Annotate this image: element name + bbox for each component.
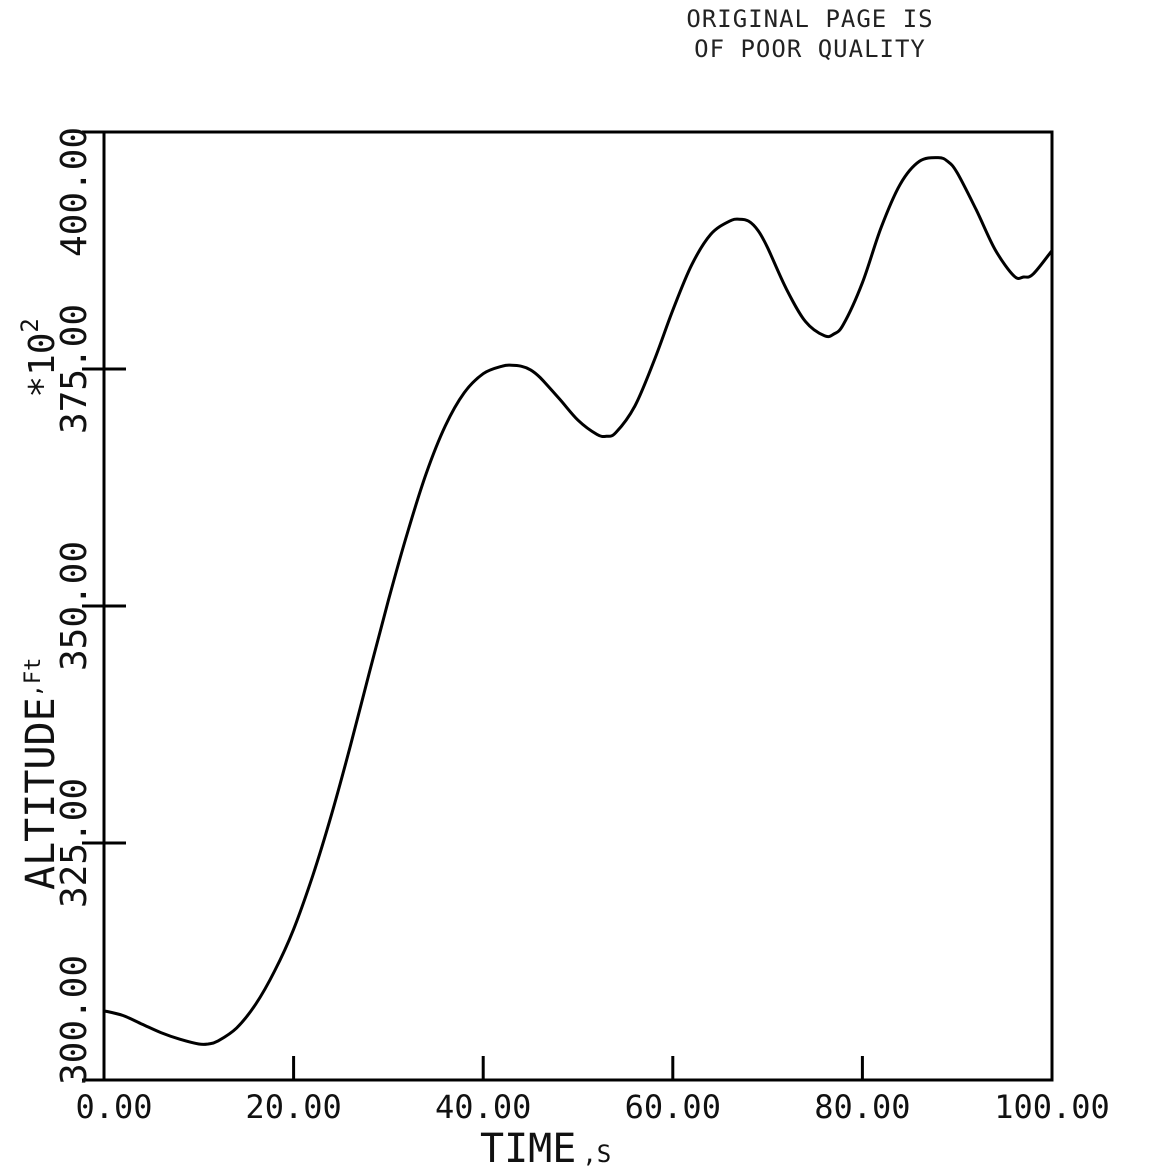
y-axis-ticks bbox=[82, 130, 126, 1082]
y-tick-label: 400.00 bbox=[54, 127, 95, 257]
y-axis-multiplier-exponent: 2 bbox=[16, 318, 44, 332]
plot-frame bbox=[102, 130, 1054, 1082]
x-axis-label-text: TIME bbox=[480, 1126, 576, 1171]
x-tick-label: 40.00 bbox=[435, 1088, 531, 1126]
y-tick-label: 325.00 bbox=[54, 778, 95, 908]
y-axis-label: ALTITUDE,Ft *102 bbox=[16, 318, 64, 890]
y-tick-label: 375.00 bbox=[54, 304, 95, 434]
x-tick-label: 60.00 bbox=[625, 1088, 721, 1126]
y-axis-tick-labels: 300.00 325.00 350.00 375.00 400.00 bbox=[54, 127, 95, 1085]
stamp-line-2: OF POOR QUALITY bbox=[694, 35, 926, 63]
x-axis-ticks bbox=[102, 1056, 1054, 1080]
x-tick-label: 80.00 bbox=[814, 1088, 910, 1126]
y-axis-label-text: ALTITUDE bbox=[18, 697, 64, 890]
x-tick-label: 0.00 bbox=[75, 1088, 152, 1126]
quality-stamp: ORIGINAL PAGE IS OF POOR QUALITY bbox=[640, 4, 980, 64]
y-axis-multiplier: *10 bbox=[22, 333, 63, 398]
x-axis-unit: ,S bbox=[582, 1140, 611, 1168]
x-tick-label: 100.00 bbox=[994, 1088, 1110, 1126]
x-axis-tick-labels: 0.00 20.00 40.00 60.00 80.00 100.00 bbox=[75, 1088, 1109, 1126]
altitude-series-line bbox=[103, 156, 1054, 1046]
stamp-line-1: ORIGINAL PAGE IS bbox=[686, 5, 934, 33]
y-tick-label: 300.00 bbox=[54, 955, 95, 1085]
y-axis-unit: ,Ft bbox=[21, 658, 46, 698]
x-tick-label: 20.00 bbox=[245, 1088, 341, 1126]
y-tick-label: 350.00 bbox=[54, 541, 95, 671]
x-axis-label: TIME ,S bbox=[480, 1126, 611, 1171]
